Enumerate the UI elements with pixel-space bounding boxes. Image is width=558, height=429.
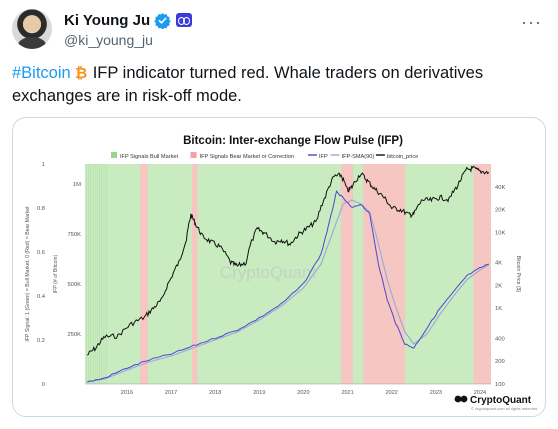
x-tick-label: 2020: [297, 390, 309, 396]
y-left-inner-tick-label: 750K: [67, 232, 81, 238]
chart-legend: IFP Signals Bull Market IFP Signals Bear …: [111, 152, 418, 160]
bitcoin-emoji-icon: ₿: [75, 64, 87, 80]
bear-region: [473, 164, 491, 384]
footer-note: © cryptoquant.com all rights reserved: [471, 406, 537, 411]
y-left-inner-tick-label: 1M: [73, 182, 81, 188]
ifp-chart: Bitcoin: Inter-exchange Flow Pulse (IFP)…: [25, 135, 537, 411]
bear-region: [191, 164, 198, 384]
legend-entry: IFP Signals Bear Market or Correction: [200, 154, 294, 160]
y-right-axis-label: Bitcoin Price ($): [515, 256, 521, 293]
y-right-tick-label: 10K: [495, 230, 505, 236]
y-left-inner-tick-label: 500K: [67, 282, 81, 288]
x-tick-label: 2022: [386, 390, 398, 396]
y-left-inner-axis-label: IFP (# of Bitcoin): [53, 254, 59, 293]
x-tick-label: 2024: [474, 390, 486, 396]
watermark: CryptoQuant: [220, 263, 317, 282]
avatar-shirt: [18, 37, 46, 49]
x-tick-label: 2019: [253, 390, 265, 396]
bear-region: [140, 164, 149, 384]
y-left-outer-tick-label: 1: [42, 162, 45, 168]
tweet-body: IFP indicator turned red. Whale traders …: [12, 64, 484, 105]
y-left-outer-axis-label: IFP Signal: 1 (Green) = Bull Market, 0 (…: [25, 206, 31, 342]
y-left-inner-tick-label: 250K: [67, 332, 81, 338]
y-left-outer-tick-label: 0.6: [37, 250, 45, 256]
bear-region: [340, 164, 353, 384]
tweet-header: Ki Young Ju @ki_young_ju ···: [12, 8, 546, 56]
legend-entry: IFP: [319, 154, 328, 160]
avatar[interactable]: [12, 9, 52, 49]
display-name[interactable]: Ki Young Ju: [64, 11, 151, 29]
handle[interactable]: @ki_young_ju: [64, 32, 153, 48]
hashtag-link[interactable]: #Bitcoin: [12, 64, 71, 82]
svg-text:₿: ₿: [75, 64, 87, 80]
y-left-outer-tick-label: 0.2: [37, 338, 45, 344]
legend-entry: IFP-SMA(90): [342, 154, 375, 160]
series-line-bitcoin-price: [86, 165, 490, 356]
bear-region: [363, 164, 405, 384]
legend-swatch: [111, 152, 117, 158]
x-tick-label: 2016: [121, 390, 133, 396]
legend-entry: bitcoin_price: [387, 154, 418, 160]
y-right-tick-label: 100: [495, 382, 505, 388]
verified-badge-icon: [154, 12, 171, 29]
x-tick-label: 2021: [341, 390, 353, 396]
more-options-icon[interactable]: ···: [521, 12, 542, 32]
tweet-text: #Bitcoin ₿ IFP indicator turned red. Whale…: [12, 62, 546, 108]
y-left-outer-tick-label: 0.8: [37, 206, 45, 212]
legend-swatch: [190, 152, 197, 158]
x-tick-label: 2023: [430, 390, 442, 396]
y-right-tick-label: 400: [495, 336, 505, 342]
y-right-tick-label: 1K: [495, 306, 502, 312]
y-right-tick-label: 2K: [495, 283, 502, 289]
legend-entry: IFP Signals Bull Market: [120, 154, 178, 160]
chart-axes: 2016 2017 2018 2019 2020 2021 2022 2023 2024 1 0.8…: [25, 162, 521, 396]
x-tick-label: 2017: [165, 390, 177, 396]
name-row: Ki Young Ju: [64, 10, 193, 30]
y-left-outer-tick-label: 0.4: [37, 294, 46, 300]
logo-text: CryptoQuant: [470, 395, 532, 406]
tweet-media-chart[interactable]: Bitcoin: Inter-exchange Flow Pulse (IFP)…: [12, 117, 546, 417]
chart-title: Bitcoin: Inter-exchange Flow Pulse (IFP): [183, 135, 403, 147]
series-line-ifp: [87, 190, 490, 383]
y-right-tick-label: 20K: [495, 208, 505, 214]
y-left-outer-tick-label: 0: [42, 382, 45, 388]
y-right-tick-label: 200: [495, 359, 505, 365]
y-right-tick-label: 4K: [495, 261, 502, 267]
y-right-tick-label: 40K: [495, 185, 505, 191]
affiliate-badge-icon[interactable]: [176, 13, 193, 27]
cryptoquant-logo: CryptoQuant: [454, 395, 532, 406]
x-tick-label: 2018: [209, 390, 221, 396]
